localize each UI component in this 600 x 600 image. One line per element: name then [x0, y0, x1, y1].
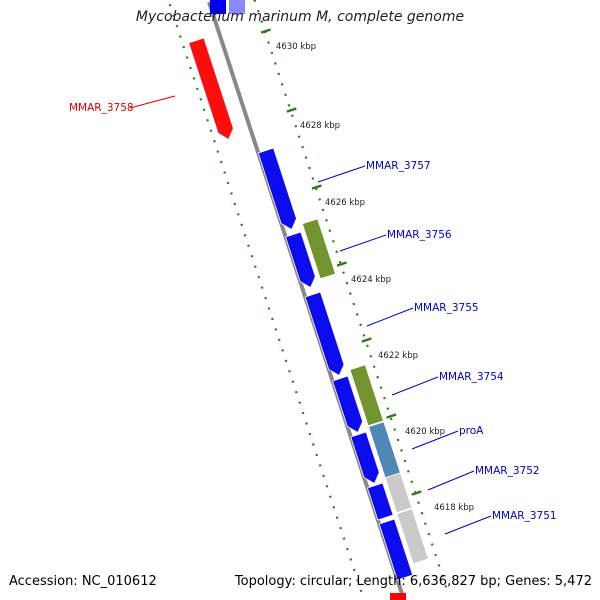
gene-label-leader	[339, 234, 387, 252]
major-tick	[260, 28, 271, 34]
gene-label: MMAR_3752	[475, 465, 540, 477]
gene-blue-feature	[332, 375, 364, 434]
left-tick-track	[168, 3, 366, 600]
right-tick-track	[253, 0, 450, 597]
gene-red-feature	[188, 37, 234, 141]
major-tick	[286, 107, 297, 113]
gene-label: MMAR_3754	[439, 371, 504, 383]
kbp-tick-label: 4618 kbp	[434, 503, 474, 513]
kbp-tick-label: 4630 kbp	[276, 42, 316, 52]
kbp-tick-label: 4624 kbp	[351, 275, 391, 285]
kbp-tick-label: 4626 kbp	[325, 198, 365, 208]
gene-label-leader	[317, 165, 366, 183]
gene-label-leader	[427, 470, 475, 491]
major-tick	[336, 261, 347, 267]
major-tick	[411, 490, 422, 496]
accession-text: Accession: NC_010612	[9, 574, 157, 589]
gene-label: MMAR_3758	[69, 102, 134, 114]
topology-summary: Topology: circular; Length: 6,636,827 bp…	[234, 574, 592, 589]
gene-blue-feature	[257, 147, 297, 231]
major-tick	[386, 413, 397, 419]
gene-label: proA	[459, 425, 484, 437]
kbp-tick-label: 4620 kbp	[405, 427, 445, 437]
gene-fragment-bottom	[390, 593, 406, 600]
kbp-tick-label: 4628 kbp	[300, 121, 340, 131]
gene-label-leader	[129, 95, 176, 109]
gene-label-leader	[411, 430, 459, 450]
gene-label: MMAR_3751	[492, 510, 557, 522]
gene-label-leader	[444, 515, 492, 535]
gene-blue-feature	[350, 431, 380, 485]
major-tick	[361, 337, 372, 343]
gene-label-leader	[391, 376, 439, 396]
gene-label: MMAR_3756	[387, 229, 452, 241]
gene-gray-feature	[396, 508, 429, 565]
gene-olive-feature	[349, 364, 384, 427]
gene-blue-feature	[378, 518, 414, 581]
gene-blue-feature	[285, 231, 316, 289]
gene-fragment-top	[229, 0, 245, 14]
gene-fragment-top	[210, 0, 226, 14]
gene-label: MMAR_3757	[366, 160, 431, 172]
major-tick	[311, 184, 322, 190]
kbp-tick-label: 4622 kbp	[378, 351, 418, 361]
map-title: Mycobacterium marinum M, complete genome	[135, 9, 465, 25]
gene-olive-feature	[301, 218, 337, 280]
gene-blue-feature	[304, 291, 345, 377]
gene-label-leader	[366, 307, 414, 327]
gene-blue-feature	[366, 482, 394, 521]
gene-label: MMAR_3755	[414, 302, 479, 314]
gene-gray-feature	[384, 472, 413, 514]
